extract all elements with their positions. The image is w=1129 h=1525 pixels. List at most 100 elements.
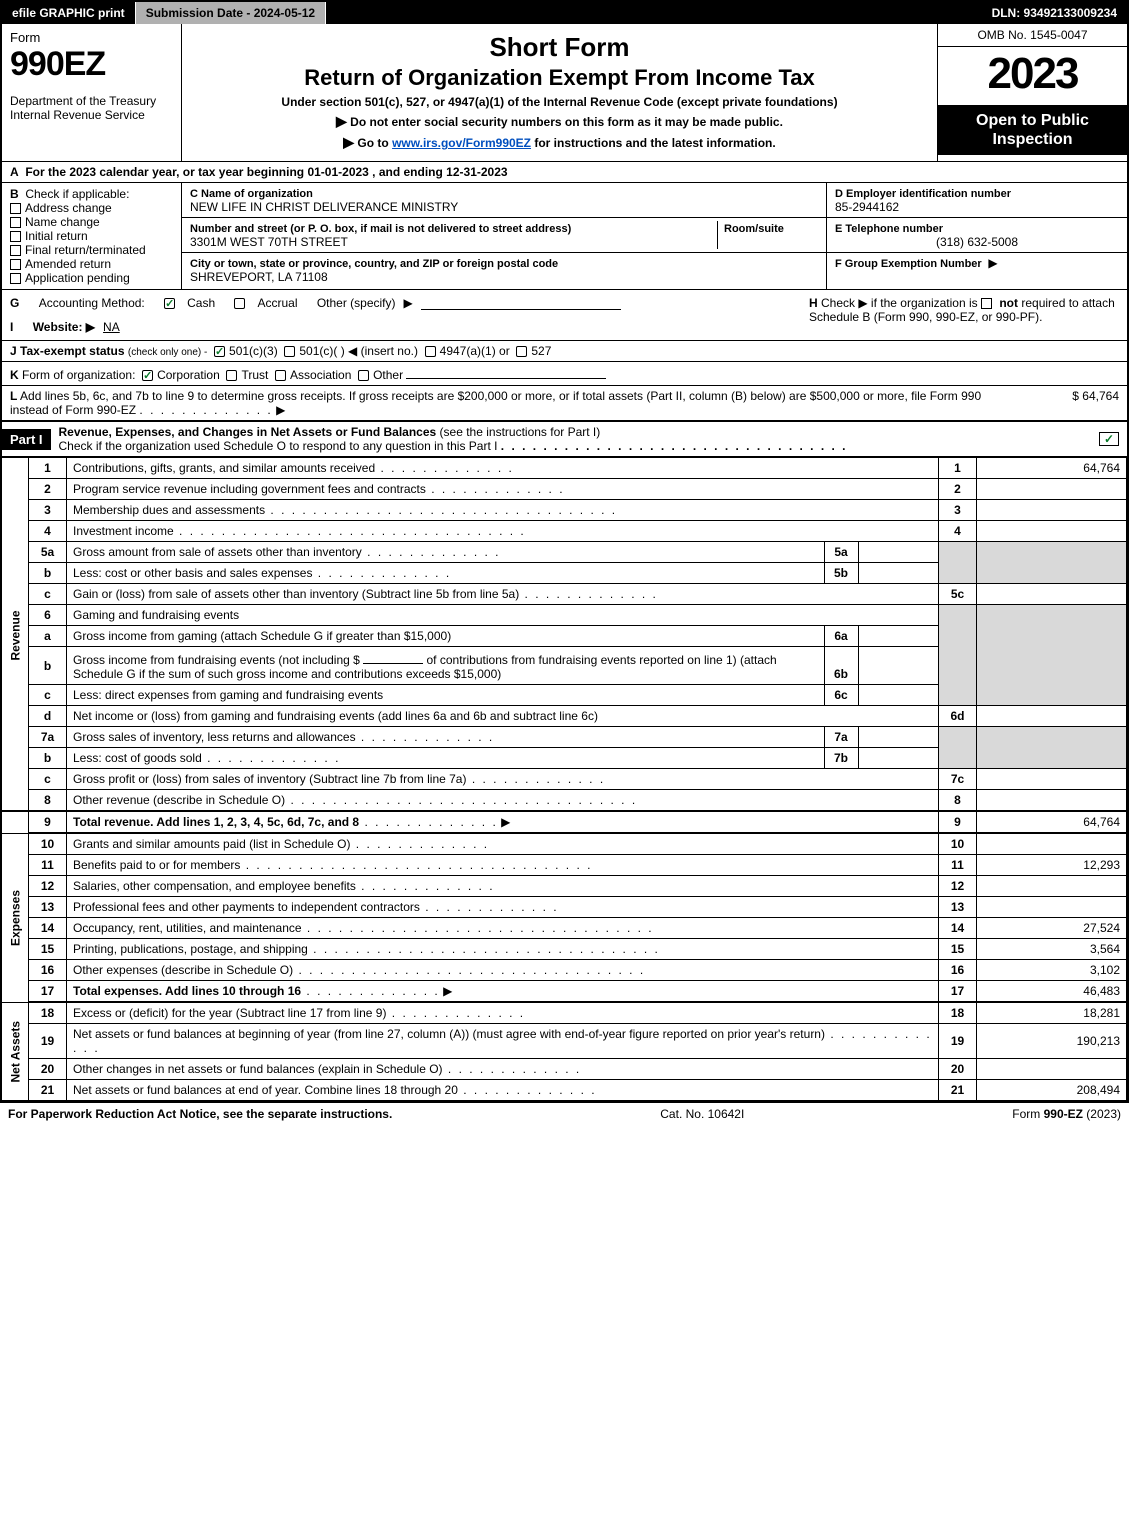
part-i-title: Revenue, Expenses, and Changes in Net As…	[59, 425, 437, 439]
chk-address-change[interactable]: Address change	[25, 201, 112, 215]
phone-value: (318) 632-5008	[835, 235, 1119, 249]
chk-schedule-b[interactable]	[981, 298, 992, 309]
arrow-icon: ▶	[343, 134, 354, 150]
line-desc: Gaming and fundraising events	[67, 605, 939, 626]
line-amount	[977, 876, 1127, 897]
part-i-header: Part I Revenue, Expenses, and Changes in…	[2, 421, 1127, 457]
g-h-row: G Accounting Method: Cash Accrual Other …	[2, 290, 1127, 341]
line-num: 13	[29, 897, 67, 918]
line-amount: 12,293	[977, 855, 1127, 876]
chk-4947[interactable]	[425, 346, 436, 357]
line-ref: 19	[939, 1024, 977, 1059]
form-header: Form 990EZ Department of the Treasury In…	[2, 24, 1127, 162]
line-num: 10	[29, 833, 67, 855]
line-desc: Less: direct expenses from gaming and fu…	[73, 688, 383, 702]
netassets-section-label: Net Assets	[2, 1002, 29, 1101]
line-num: c	[29, 769, 67, 790]
subline-ref: 6c	[824, 685, 858, 705]
chk-corporation[interactable]	[142, 370, 153, 381]
goto-text: Go to	[357, 136, 392, 150]
line-amount: 27,524	[977, 918, 1127, 939]
line-num: c	[29, 685, 67, 706]
line-num: 18	[29, 1002, 67, 1024]
line-ref: 12	[939, 876, 977, 897]
j-sub: (check only one) -	[128, 347, 207, 358]
k-row: K Form of organization: Corporation Trus…	[2, 362, 1127, 386]
org-info-block: B Check if applicable: Address change Na…	[2, 183, 1127, 290]
irs-link[interactable]: www.irs.gov/Form990EZ	[392, 136, 531, 150]
line-ref: 11	[939, 855, 977, 876]
org-address: 3301M WEST 70TH STREET	[190, 235, 348, 249]
org-city: SHREVEPORT, LA 71108	[190, 270, 328, 284]
line-ref: 16	[939, 960, 977, 981]
line-amount	[977, 790, 1127, 812]
efile-print-tab[interactable]: efile GRAPHIC print	[2, 2, 136, 24]
line-desc: Gain or (loss) from sale of assets other…	[73, 587, 519, 601]
dln-label: DLN: 93492133009234	[982, 2, 1127, 24]
chk-527[interactable]	[516, 346, 527, 357]
line-num: b	[29, 647, 67, 685]
chk-cash[interactable]	[164, 298, 175, 309]
revenue-section-label: Revenue	[2, 458, 29, 812]
chk-application-pending[interactable]: Application pending	[25, 271, 130, 285]
chk-trust[interactable]	[226, 370, 237, 381]
line-ref: 3	[939, 500, 977, 521]
opt-trust: Trust	[241, 368, 268, 382]
l-row: L Add lines 5b, 6c, and 7b to line 9 to …	[2, 386, 1127, 421]
line-amount	[977, 479, 1127, 500]
open-public-badge: Open to Public Inspection	[938, 105, 1127, 155]
line-ref: 8	[939, 790, 977, 812]
line-num: c	[29, 584, 67, 605]
h-not: not	[999, 296, 1018, 310]
opt-527: 527	[531, 344, 551, 358]
line-num: b	[29, 748, 67, 769]
website-value: NA	[103, 320, 120, 334]
line-desc: Other changes in net assets or fund bala…	[73, 1062, 443, 1076]
line-desc: Gross sales of inventory, less returns a…	[73, 730, 356, 744]
line-amount	[977, 500, 1127, 521]
line-num: b	[29, 563, 67, 584]
footer-left: For Paperwork Reduction Act Notice, see …	[8, 1107, 392, 1121]
opt-other: Other	[373, 368, 403, 382]
chk-association[interactable]	[275, 370, 286, 381]
line-desc: Investment income	[73, 524, 174, 538]
city-label: City or town, state or province, country…	[190, 258, 558, 270]
line-desc: Other expenses (describe in Schedule O)	[73, 963, 293, 977]
subline-ref: 7a	[824, 727, 858, 747]
k-label: Form of organization:	[22, 368, 135, 382]
chk-accrual[interactable]	[234, 298, 245, 309]
line-amount	[977, 833, 1127, 855]
chk-501c3[interactable]	[214, 346, 225, 357]
line-num: 1	[29, 458, 67, 479]
subtitle: Under section 501(c), 527, or 4947(a)(1)…	[190, 95, 929, 109]
short-form-title: Short Form	[190, 32, 929, 63]
chk-amended-return[interactable]: Amended return	[25, 257, 111, 271]
line-amount: 3,564	[977, 939, 1127, 960]
line-num: 21	[29, 1080, 67, 1101]
chk-name-change[interactable]: Name change	[25, 215, 100, 229]
chk-501c[interactable]	[284, 346, 295, 357]
part-i-badge: Part I	[2, 429, 51, 450]
part-i-check: Check if the organization used Schedule …	[59, 439, 498, 453]
line-ref: 13	[939, 897, 977, 918]
line-num: 17	[29, 981, 67, 1003]
page-footer: For Paperwork Reduction Act Notice, see …	[0, 1103, 1129, 1125]
e-label: Telephone number	[845, 223, 943, 235]
line-num: 4	[29, 521, 67, 542]
chk-initial-return[interactable]: Initial return	[25, 229, 88, 243]
line-num: 14	[29, 918, 67, 939]
subline-ref: 6b	[824, 647, 858, 684]
part-i-checkbox[interactable]	[1099, 432, 1119, 446]
line-num: 7a	[29, 727, 67, 748]
line-num: 15	[29, 939, 67, 960]
l-amount: $ 64,764	[1019, 389, 1119, 417]
chk-other[interactable]	[358, 370, 369, 381]
chk-final-return[interactable]: Final return/terminated	[25, 243, 146, 257]
other-label: Other (specify)	[317, 296, 396, 310]
line-desc: Contributions, gifts, grants, and simila…	[73, 461, 375, 475]
line-num: 19	[29, 1024, 67, 1059]
line-ref: 7c	[939, 769, 977, 790]
line-desc: Total expenses. Add lines 10 through 16	[73, 984, 301, 998]
line-amount: 208,494	[977, 1080, 1127, 1101]
financial-table: Revenue 1 Contributions, gifts, grants, …	[2, 457, 1127, 1101]
